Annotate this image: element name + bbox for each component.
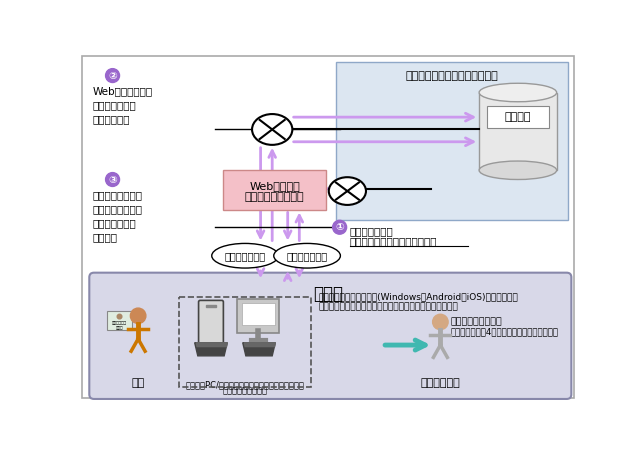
Text: （認証された端末）: （認証された端末） <box>223 386 268 395</box>
Text: ①: ① <box>335 222 344 232</box>
Ellipse shape <box>212 243 278 268</box>
Ellipse shape <box>252 114 292 145</box>
Text: インターネット: インターネット <box>225 251 266 261</box>
FancyBboxPatch shape <box>107 311 132 330</box>
FancyBboxPatch shape <box>90 273 572 399</box>
FancyBboxPatch shape <box>237 299 279 333</box>
Text: 電子証明書を要求・取得する。: 電子証明書を要求・取得する。 <box>349 236 437 246</box>
Text: 施術所等で本人確認: 施術所等で本人確認 <box>451 317 502 326</box>
Text: オンライン資格確
認等システムから
資格情報等を取
得する。: オンライン資格確 認等システムから 資格情報等を取 得する。 <box>92 190 143 242</box>
Circle shape <box>131 308 146 324</box>
FancyBboxPatch shape <box>336 62 568 220</box>
Ellipse shape <box>479 83 557 102</box>
Ellipse shape <box>479 161 557 180</box>
Text: Webサービスから
資格情報の取得
要求を行う。: Webサービスから 資格情報の取得 要求を行う。 <box>92 86 152 124</box>
Polygon shape <box>243 343 275 356</box>
Text: （資格確認限定用）: （資格確認限定用） <box>244 192 305 202</box>
FancyBboxPatch shape <box>242 303 275 325</box>
Text: 資格情報: 資格情報 <box>504 112 531 122</box>
Ellipse shape <box>274 243 340 268</box>
Text: 事業者のPC/モバイル端末等＋汎用カードリーダー: 事業者のPC/モバイル端末等＋汎用カードリーダー <box>186 381 305 390</box>
Circle shape <box>106 69 120 82</box>
Text: ・専用の読み取りアプリ(Windows、Android、iOS)を開発・配布: ・専用の読み取りアプリ(Windows、Android、iOS)を開発・配布 <box>319 292 518 302</box>
FancyBboxPatch shape <box>223 170 326 210</box>
Circle shape <box>117 314 122 319</box>
FancyBboxPatch shape <box>487 106 549 128</box>
Text: インターネット: インターネット <box>287 251 328 261</box>
Text: マイナンバー
カード: マイナンバー カード <box>112 321 127 330</box>
Text: Webサービス: Webサービス <box>249 181 300 191</box>
Circle shape <box>433 314 448 330</box>
Text: ・端末認証を行い、当該端末のみでアプリ利用可能とする: ・端末認証を行い、当該端末のみでアプリ利用可能とする <box>319 303 458 312</box>
Text: 受付・事務等: 受付・事務等 <box>420 378 460 388</box>
Polygon shape <box>196 343 227 346</box>
Circle shape <box>333 220 347 234</box>
Text: ②: ② <box>108 71 117 81</box>
Text: 患者: 患者 <box>131 378 145 388</box>
Circle shape <box>106 173 120 186</box>
FancyBboxPatch shape <box>198 301 223 343</box>
Ellipse shape <box>329 177 366 205</box>
Text: 本人確認を行い: 本人確認を行い <box>349 226 394 236</box>
Polygon shape <box>244 343 275 346</box>
Text: オンライン資格確認等システム: オンライン資格確認等システム <box>406 71 499 81</box>
Text: 事業者: 事業者 <box>313 285 343 303</box>
FancyBboxPatch shape <box>83 56 573 398</box>
FancyBboxPatch shape <box>93 277 567 395</box>
Polygon shape <box>195 343 227 356</box>
Bar <box>206 305 216 307</box>
Bar <box>479 93 557 170</box>
Text: ③: ③ <box>108 175 117 184</box>
Text: （目視確認又は4桁の暗証番号入力を選択可）: （目視確認又は4桁の暗証番号入力を選択可） <box>451 327 559 336</box>
